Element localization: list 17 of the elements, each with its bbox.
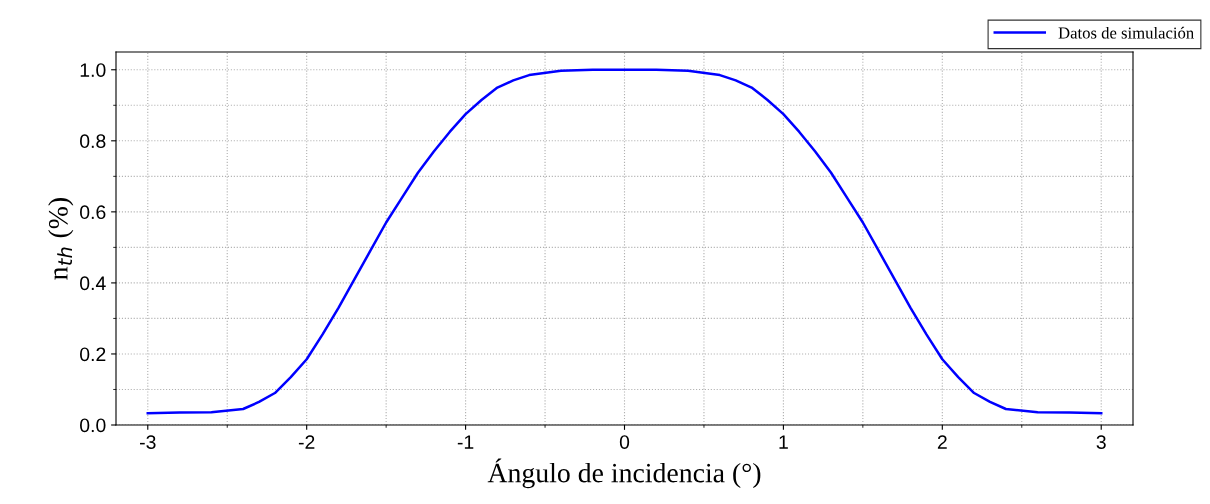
x-tick-label: 2 bbox=[937, 435, 947, 449]
y-tick-label: 0.6 bbox=[80, 205, 106, 220]
line-series bbox=[146, 68, 1103, 415]
x-tick-label: 0 bbox=[619, 435, 630, 449]
y-tick-label: 0.8 bbox=[80, 134, 106, 149]
x-tick-label: -1 bbox=[457, 435, 474, 449]
y-tick-label: 1.0 bbox=[80, 63, 106, 77]
x-tick-label: -3 bbox=[140, 435, 156, 449]
x-tick-label: 3 bbox=[1096, 435, 1106, 449]
legend-label: Datos de simulación bbox=[1058, 26, 1194, 39]
x-tick-label: -2 bbox=[298, 435, 315, 449]
y-tick-label: 0.0 bbox=[80, 418, 106, 433]
y-tick-label: 0.2 bbox=[80, 347, 106, 362]
y-tick-label: 0.4 bbox=[80, 276, 106, 291]
x-tick-label: 1 bbox=[779, 435, 788, 449]
y-axis-title: n$_{th}$ (%) bbox=[48, 198, 74, 280]
x-axis-title: Ángulo de incidencia (°) bbox=[487, 458, 761, 489]
